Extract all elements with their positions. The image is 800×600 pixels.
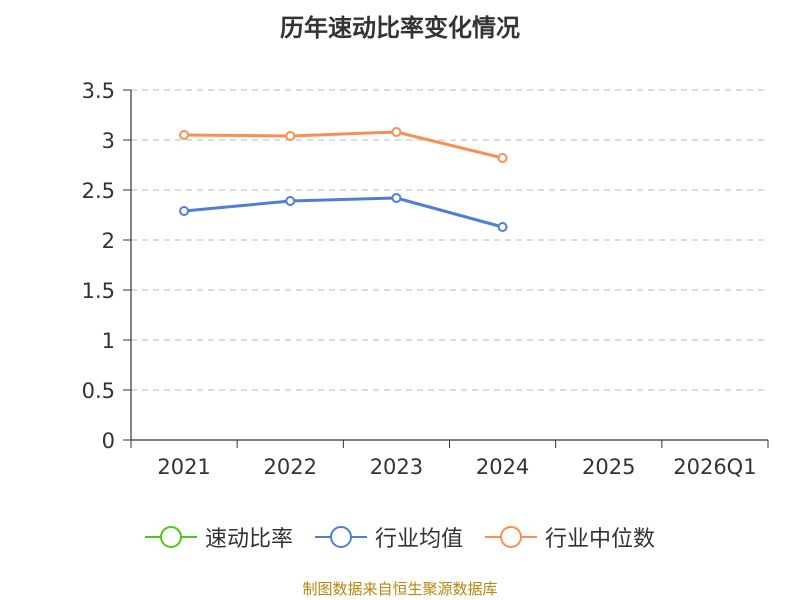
y-tick-label: 0.5 [82,379,115,403]
y-tick-label: 3 [102,129,115,153]
data-point [391,193,402,203]
x-tick-label: 2023 [370,455,423,479]
series-line-1 [183,196,503,229]
legend-label: 行业均值 [374,527,463,552]
y-tick-label: 0 [102,429,115,453]
data-source-note: 制图数据来自恒生聚源数据库 [302,580,498,598]
data-point [497,222,508,232]
legend-swatch-industry-median [485,525,537,549]
data-point [391,127,402,137]
data-point [179,130,190,140]
x-tick-label: 2024 [476,455,529,479]
y-tick-label: 2.5 [82,179,115,203]
data-point [179,206,190,216]
data-point [285,196,296,206]
x-tick-label: 2021 [157,455,210,479]
x-tick-label: 2022 [264,455,317,479]
data-point [285,131,296,141]
legend-swatch-quick-ratio [144,525,197,549]
legend-label: 行业中位数 [545,527,656,552]
chart-title: 历年速动比率变化情况 [280,14,520,42]
legend-marker-icon [329,526,352,548]
legend-item-industry-mean[interactable]: 行业均值 [314,521,463,553]
y-tick-label: 1.5 [82,279,115,303]
y-tick-label: 1 [102,329,115,353]
chart-legend: 速动比率 行业均值 行业中位数 [0,520,800,554]
x-tick-label: 2025 [582,455,635,479]
legend-marker-icon [500,526,522,548]
x-tick-label: 2026Q1 [673,455,756,479]
y-tick-label: 3.5 [82,79,115,103]
series-line-2 [184,130,503,160]
legend-item-industry-median[interactable]: 行业中位数 [485,521,655,553]
legend-item-quick-ratio[interactable]: 速动比率 [144,521,293,553]
y-tick-label: 2 [102,229,115,253]
legend-label: 速动比率 [204,527,293,552]
data-point [497,153,508,163]
legend-marker-icon [159,526,182,548]
legend-swatch-industry-mean [314,525,367,549]
